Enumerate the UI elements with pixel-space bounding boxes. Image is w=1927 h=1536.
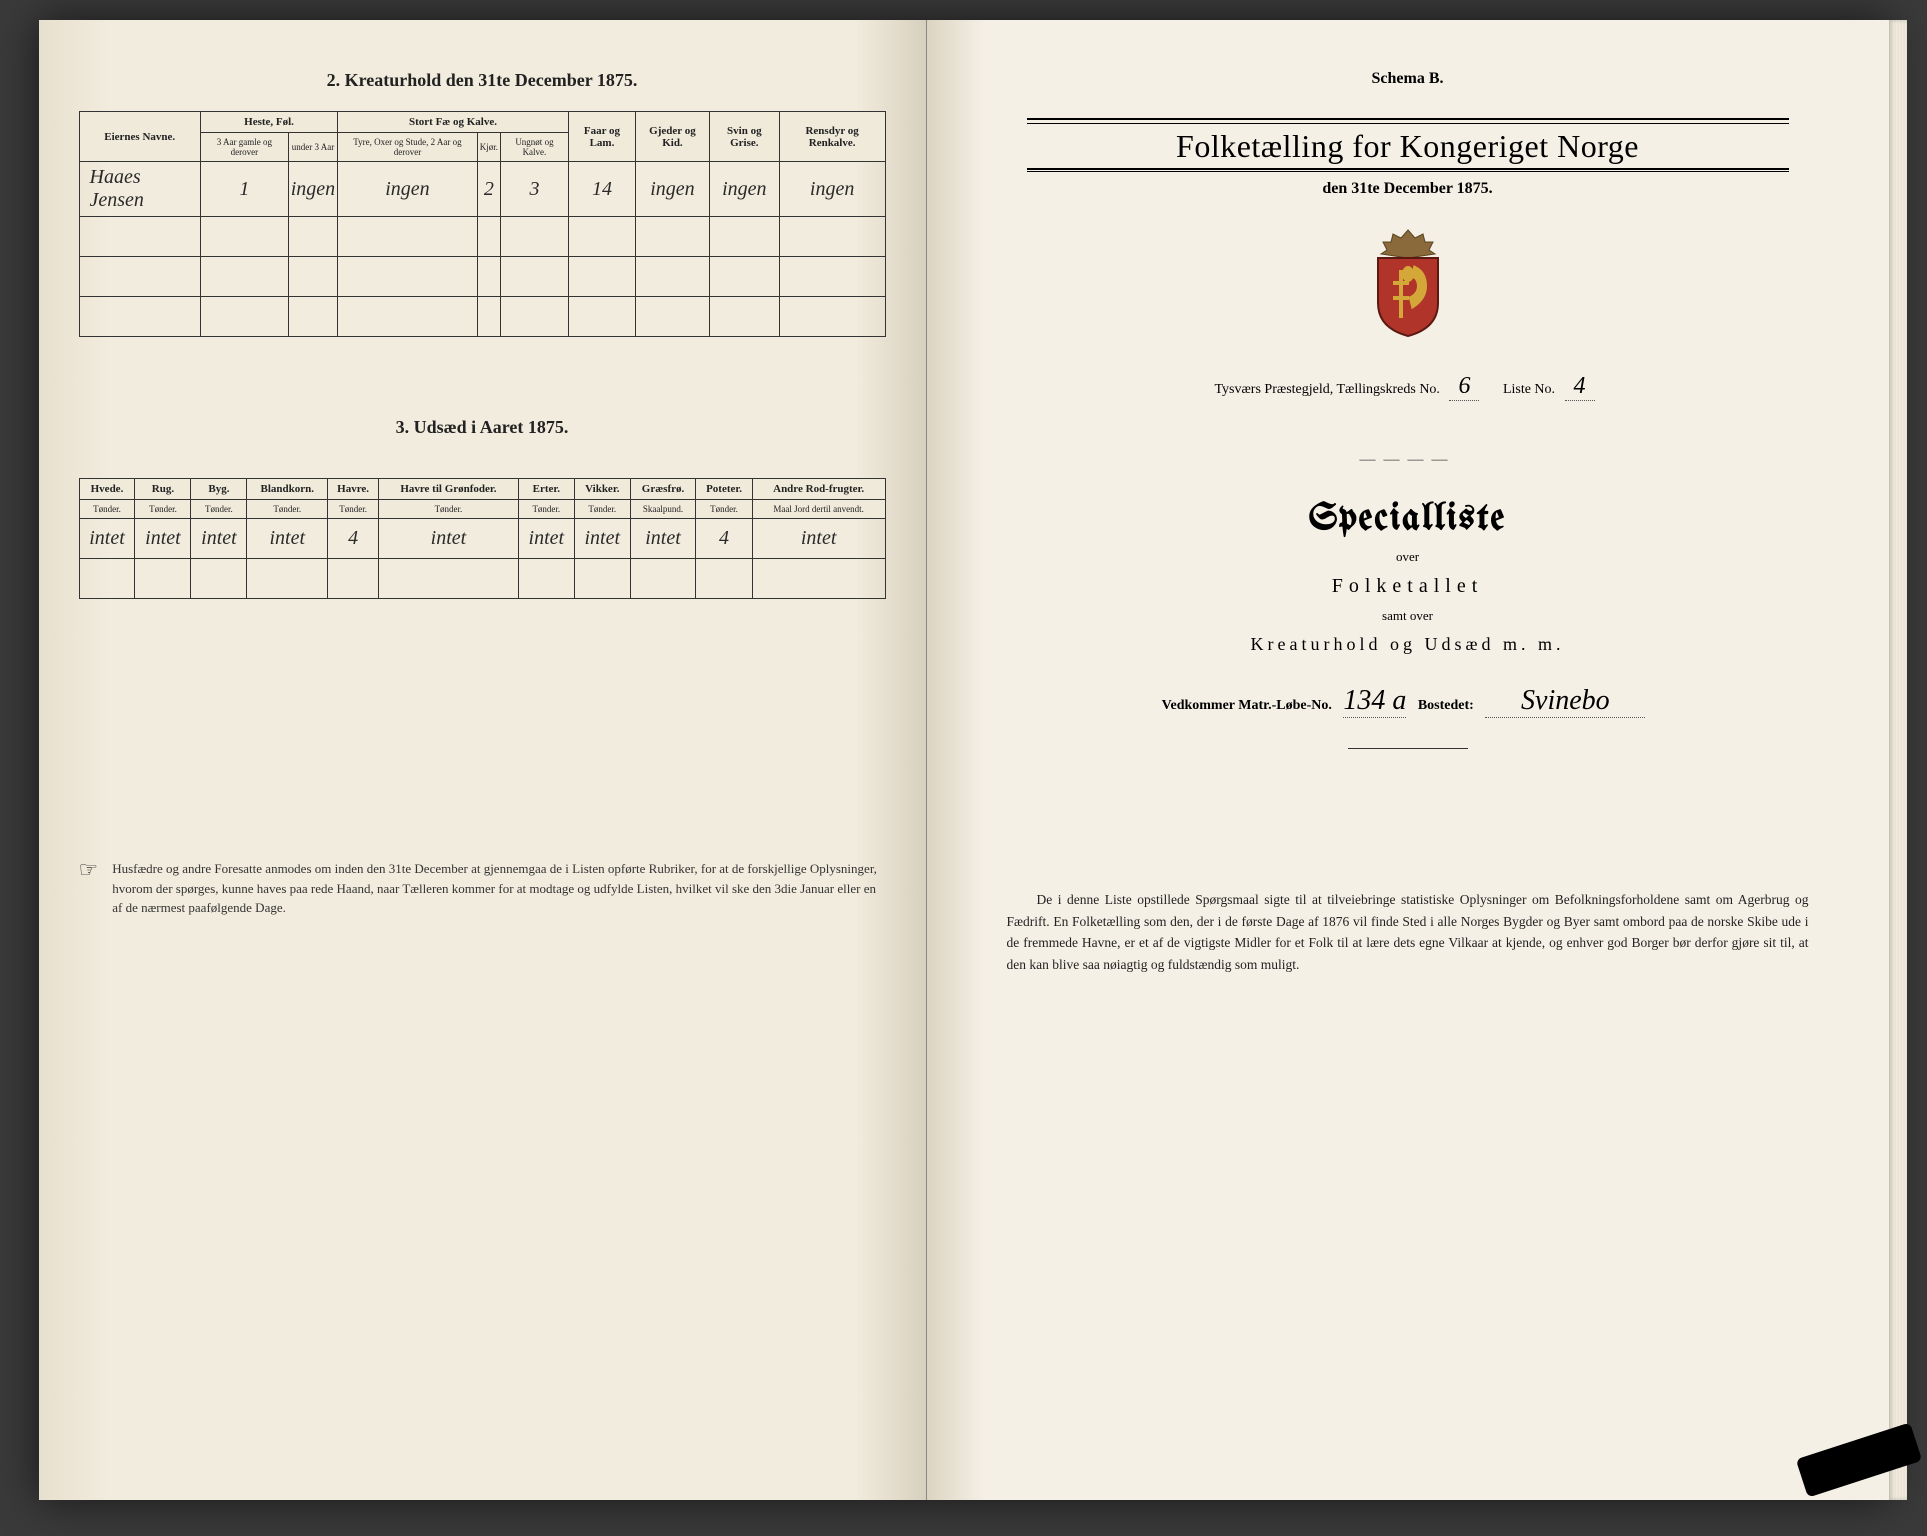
unit: Tønder. [574,500,630,519]
cell-stort1: ingen [338,162,478,217]
unit: Tønder. [135,500,191,519]
col-heste: Heste, Føl. [200,112,337,133]
folketallet-label: Folketallet [967,575,1849,598]
matr-line: Vedkommer Matr.-Løbe-No. 134 a Bostedet:… [967,685,1849,718]
unit: Skaalpund. [630,500,696,519]
main-title: Folketælling for Kongeriget Norge [1027,128,1789,165]
footnote-text: Husfædre og andre Foresatte anmodes om i… [112,859,885,918]
cell-gjeder: ingen [636,162,710,217]
book-spread: 2. Kreaturhold den 31te December 1875. E… [39,20,1889,1500]
col-hvede: Hvede. [79,479,135,500]
main-title-box: Folketælling for Kongeriget Norge [1027,118,1789,170]
cell-heste1: 1 [200,162,288,217]
pointing-hand-icon: ☞ [79,857,99,883]
page-stack-edge [1889,20,1907,1500]
col-andre: Andre Rod-frugter. [752,479,885,500]
cell-havregron: intet [379,519,519,559]
col-havre: Havre. [328,479,379,500]
samt-label: samt over [967,608,1849,624]
col-byg: Byg. [191,479,247,500]
cell-poteter: 4 [696,519,753,559]
specialliste-title: Specialliste [967,499,1849,539]
unit: Tønder. [191,500,247,519]
over-label: over [967,549,1849,565]
cell-vikker: intet [574,519,630,559]
col-poteter: Poteter. [696,479,753,500]
table-row: intet intet intet intet 4 intet intet in… [79,519,885,559]
unit: Tønder. [518,500,574,519]
table-row-empty [79,297,885,337]
col-blandkorn: Blandkorn. [247,479,328,500]
cell-name: Haaes Jensen [79,162,200,217]
col-stort-sub2: Kjør. [477,133,500,162]
district-number: 6 [1449,373,1479,401]
cell-rug: intet [135,519,191,559]
col-eiernes-navne: Eiernes Navne. [79,112,200,162]
right-page: Schema B. Folketælling for Kongeriget No… [927,20,1889,1500]
table-row: Haaes Jensen 1 ingen ingen 2 3 14 ingen … [79,162,885,217]
col-heste-sub1: 3 Aar gamle og derover [200,133,288,162]
col-stort-sub3: Ungnøt og Kalve. [501,133,569,162]
schema-label: Schema B. [967,70,1849,88]
col-gjeder: Gjeder og Kid. [636,112,710,162]
kreaturhold-table: Eiernes Navne. Heste, Føl. Stort Fæ og K… [79,111,886,337]
unit: Maal Jord dertil anvendt. [752,500,885,519]
small-rule [1348,748,1468,749]
table-row-empty [79,559,885,599]
liste-label: Liste No. [1503,382,1555,397]
cell-blandkorn: intet [247,519,328,559]
district-line: Tysværs Præstegjeld, Tællingskreds No. 6… [967,373,1849,401]
col-graesfro: Græsfrø. [630,479,696,500]
matr-label: Vedkommer Matr.-Løbe-No. [1162,698,1332,713]
col-faar: Faar og Lam. [568,112,635,162]
col-havregron: Havre til Grønfoder. [379,479,519,500]
col-stort-sub1: Tyre, Oxer og Stude, 2 Aar og derover [338,133,478,162]
cell-svin: ingen [709,162,779,217]
cell-faar: 14 [568,162,635,217]
cell-erter: intet [518,519,574,559]
unit: Tønder. [696,500,753,519]
col-heste-sub2: under 3 Aar [288,133,337,162]
udsaed-table: Hvede. Rug. Byg. Blandkorn. Havre. Havre… [79,478,886,599]
unit: Tønder. [79,500,135,519]
liste-number: 4 [1565,373,1595,401]
col-vikker: Vikker. [574,479,630,500]
unit: Tønder. [247,500,328,519]
left-page: 2. Kreaturhold den 31te December 1875. E… [39,20,927,1500]
footnote: ☞ Husfædre og andre Foresatte anmodes om… [79,859,886,918]
cell-rensdyr: ingen [779,162,885,217]
cell-hvede: intet [79,519,135,559]
bostedet-label: Bostedet: [1418,698,1474,713]
bottom-paragraph: De i denne Liste opstillede Spørgsmaal s… [1007,889,1809,975]
col-rug: Rug. [135,479,191,500]
cell-havre: 4 [328,519,379,559]
col-erter: Erter. [518,479,574,500]
table-row-empty [79,217,885,257]
cell-heste2: ingen [288,162,337,217]
divider: ———— [967,451,1849,469]
district-prefix: Tysværs Præstegjeld, Tællingskreds No. [1214,382,1440,397]
cell-graesfro: intet [630,519,696,559]
matr-number: 134 a [1343,685,1406,718]
cell-andre: intet [752,519,885,559]
unit: Tønder. [379,500,519,519]
kreatur-label: Kreaturhold og Udsæd m. m. [967,634,1849,655]
cell-stort3: 3 [501,162,569,217]
table-row-empty [79,257,885,297]
col-stortfae: Stort Fæ og Kalve. [338,112,569,133]
col-svin: Svin og Grise. [709,112,779,162]
cell-byg: intet [191,519,247,559]
section3-title: 3. Udsæd i Aaret 1875. [79,417,886,438]
unit: Tønder. [328,500,379,519]
coat-of-arms-icon [967,228,1849,343]
bostedet-value: Svinebo [1485,685,1645,718]
col-rensdyr: Rensdyr og Renkalve. [779,112,885,162]
sub-date: den 31te December 1875. [967,180,1849,198]
cell-stort2: 2 [477,162,500,217]
section2-title: 2. Kreaturhold den 31te December 1875. [79,70,886,91]
